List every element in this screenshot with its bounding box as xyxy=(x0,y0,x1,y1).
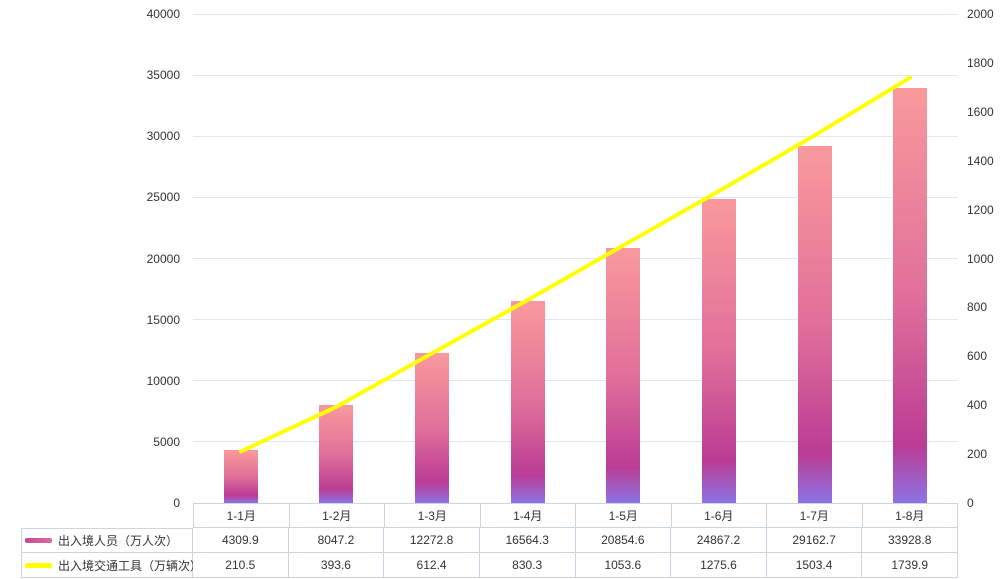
table-value-cell: 210.5 xyxy=(193,553,289,578)
right-axis-tick-label: 200 xyxy=(967,447,988,462)
bar[interactable] xyxy=(223,450,258,503)
gridline xyxy=(193,380,958,382)
table-value-cell: 612.4 xyxy=(384,553,480,578)
table-header-cell: 1-7月 xyxy=(767,503,863,528)
gridline xyxy=(193,441,958,443)
table-value-cell: 8047.2 xyxy=(288,528,385,553)
legend-label-vehicles: 出入境交通工具（万辆次） xyxy=(58,558,203,573)
right-axis-tick-label: 1600 xyxy=(967,104,994,119)
table-header-row: 1-1月 1-2月 1-3月 1-4月 1-5月 1-6月 1-7月 1-8月 xyxy=(21,503,958,528)
right-axis-tick-label: 400 xyxy=(967,398,988,413)
left-axis-tick-label: 15000 xyxy=(146,312,180,327)
table-header-cell: 1-4月 xyxy=(480,503,576,528)
right-y-axis: 0 200 400 600 800 1000 1200 1400 1600 1800 2000 xyxy=(967,0,1000,579)
table-value-cell: 1739.9 xyxy=(862,553,958,578)
right-axis-tick-label: 1400 xyxy=(967,153,994,168)
right-axis-tick-label: 0 xyxy=(967,496,974,510)
table-header-cells: 1-1月 1-2月 1-3月 1-4月 1-5月 1-6月 1-7月 1-8月 xyxy=(193,503,958,528)
legend-label-people: 出入境人员（万人次） xyxy=(58,534,179,548)
table-header-cell: 1-3月 xyxy=(385,503,481,528)
table-header-cell: 1-6月 xyxy=(671,503,767,528)
left-axis-tick-label: 0 xyxy=(173,496,180,510)
data-table: 1-1月 1-2月 1-3月 1-4月 1-5月 1-6月 1-7月 1-8月 出入境人员（万… xyxy=(21,503,958,578)
bar-series-swatch-icon xyxy=(25,538,52,543)
left-y-axis: 0 5000 10000 15000 20000 25000 30000 35000 40000 xyxy=(0,0,180,579)
legend-item-vehicles[interactable]: 出入境交通工具（万辆次） xyxy=(21,553,202,578)
bar[interactable] xyxy=(893,88,928,503)
bar[interactable] xyxy=(701,198,736,503)
gridline xyxy=(193,319,958,321)
table-header-cell: 1-1月 xyxy=(193,503,290,528)
table-value-cell: 29162.7 xyxy=(766,528,863,553)
left-axis-tick-label: 25000 xyxy=(146,190,180,205)
table-value-cell: 24867.2 xyxy=(671,528,767,553)
table-value-cell: 1275.6 xyxy=(671,553,767,578)
table-value-cell: 393.6 xyxy=(288,553,385,578)
left-axis-tick-label: 30000 xyxy=(146,129,180,144)
table-value-cell: 16564.3 xyxy=(479,528,576,553)
gridline xyxy=(193,258,958,259)
gridline xyxy=(193,74,958,76)
table-value-cell: 20854.6 xyxy=(575,528,672,553)
bar[interactable] xyxy=(415,352,450,503)
table-vehicle-cells: 210.5 393.6 612.4 830.3 1053.6 1275.6 1503.4 17… xyxy=(193,553,958,578)
table-people-cells: 4309.9 8047.2 12272.8 16564.3 20854.6 24867.2… xyxy=(193,528,958,553)
bar[interactable] xyxy=(606,248,641,503)
left-axis-tick-label: 40000 xyxy=(146,7,180,21)
left-axis-tick-label: 35000 xyxy=(146,68,180,83)
table-value-cell: 1503.4 xyxy=(766,553,863,578)
table-header-cell: 1-8月 xyxy=(862,503,958,528)
left-axis-tick-label: 20000 xyxy=(146,251,180,266)
right-axis-tick-label: 800 xyxy=(967,300,988,315)
legend-item-people[interactable]: 出入境人员（万人次） xyxy=(21,528,193,553)
table-value-cell: 12272.8 xyxy=(384,528,480,553)
plot-area xyxy=(193,13,958,504)
right-axis-tick-label: 2000 xyxy=(967,7,994,21)
right-axis-tick-label: 1200 xyxy=(967,202,994,217)
line-series-swatch-icon xyxy=(25,562,52,568)
table-value-cell: 4309.9 xyxy=(193,528,289,553)
left-axis-tick-label: 5000 xyxy=(153,434,180,449)
table-row-vehicles: 出入境交通工具（万辆次） 210.5 393.6 612.4 830.3 1053.6 1… xyxy=(21,553,958,578)
table-value-cell: 830.3 xyxy=(479,553,576,578)
table-value-cell: 33928.8 xyxy=(862,528,958,553)
gridline xyxy=(193,196,958,198)
left-axis-tick-label: 10000 xyxy=(146,373,180,388)
table-header-cell: 1-5月 xyxy=(576,503,672,528)
right-axis-tick-label: 600 xyxy=(967,349,988,364)
table-value-cell: 1053.6 xyxy=(575,553,672,578)
bar[interactable] xyxy=(319,404,354,503)
table-row-people: 出入境人员（万人次） 4309.9 8047.2 12272.8 16564.3 208… xyxy=(21,528,958,553)
table-header-cell: 1-2月 xyxy=(289,503,385,528)
right-axis-tick-label: 1800 xyxy=(967,55,994,70)
gridline xyxy=(193,13,958,15)
bar[interactable] xyxy=(510,300,545,503)
bar[interactable] xyxy=(797,146,832,503)
right-axis-tick-label: 1000 xyxy=(967,251,994,266)
table-corner-spacer xyxy=(21,503,193,528)
gridline xyxy=(193,135,958,137)
